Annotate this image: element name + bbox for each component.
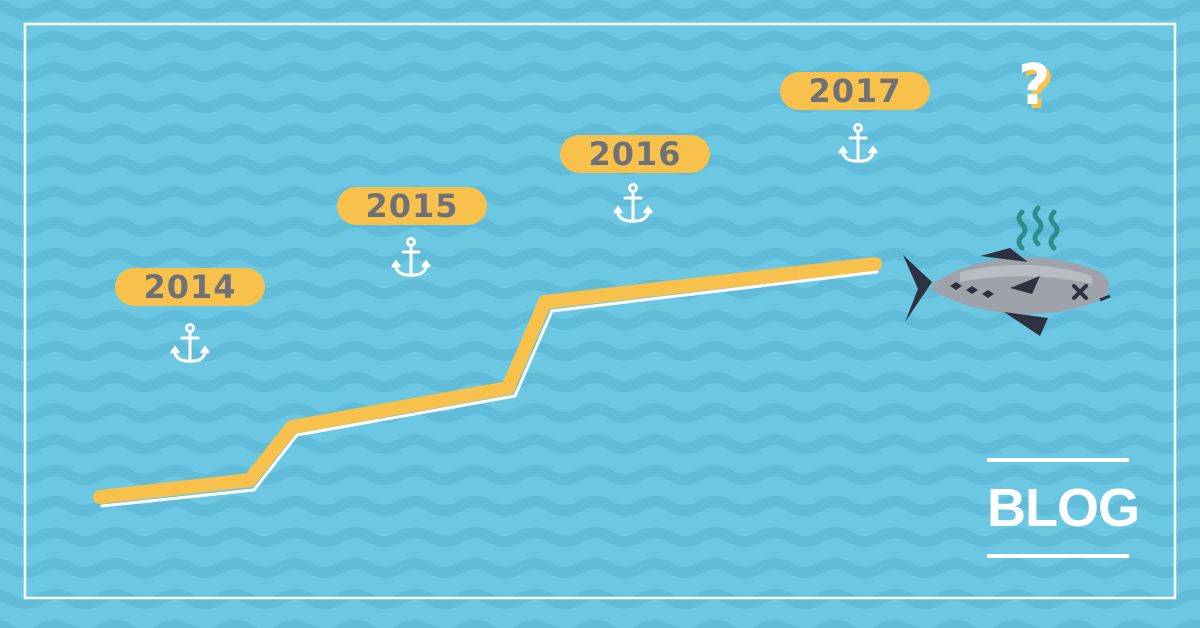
growth-line-highlight — [100, 270, 879, 508]
wave-stripe — [0, 217, 1200, 237]
inner-frame — [23, 22, 1177, 600]
year-label-2016: 2016 — [560, 135, 710, 173]
wave-stripe — [0, 124, 1200, 144]
anchor-icon — [391, 237, 431, 277]
year-label-2015: 2015 — [337, 187, 487, 225]
wave-stripe — [0, 558, 1200, 578]
wave-stripe — [0, 93, 1200, 113]
badge-bottom-rule — [987, 554, 1129, 558]
growth-line — [93, 257, 882, 504]
year-label-2017: 2017 — [780, 72, 930, 110]
question-mark-icon: ? — [1018, 53, 1051, 118]
badge-top-rule — [987, 458, 1129, 462]
anchor-icon — [170, 323, 210, 363]
anchor-icon — [613, 183, 653, 223]
wave-stripe — [0, 62, 1200, 82]
wave-stripe — [0, 403, 1200, 423]
wave-stripe — [0, 434, 1200, 454]
wave-stripe — [0, 527, 1200, 547]
wave-stripe — [0, 0, 1200, 20]
wave-stripe — [0, 496, 1200, 516]
year-label-2014: 2014 — [115, 268, 265, 306]
stink-lines-icon — [1016, 205, 1060, 251]
wave-stripe — [0, 31, 1200, 51]
anchor-icon — [838, 123, 878, 163]
wave-stripe — [0, 186, 1200, 206]
blog-badge[interactable]: BLOG — [987, 458, 1140, 558]
blog-label: BLOG — [987, 478, 1140, 538]
wave-stripe — [0, 372, 1200, 392]
dead-tuna-fish-icon — [903, 248, 1111, 336]
wave-stripe — [0, 465, 1200, 485]
